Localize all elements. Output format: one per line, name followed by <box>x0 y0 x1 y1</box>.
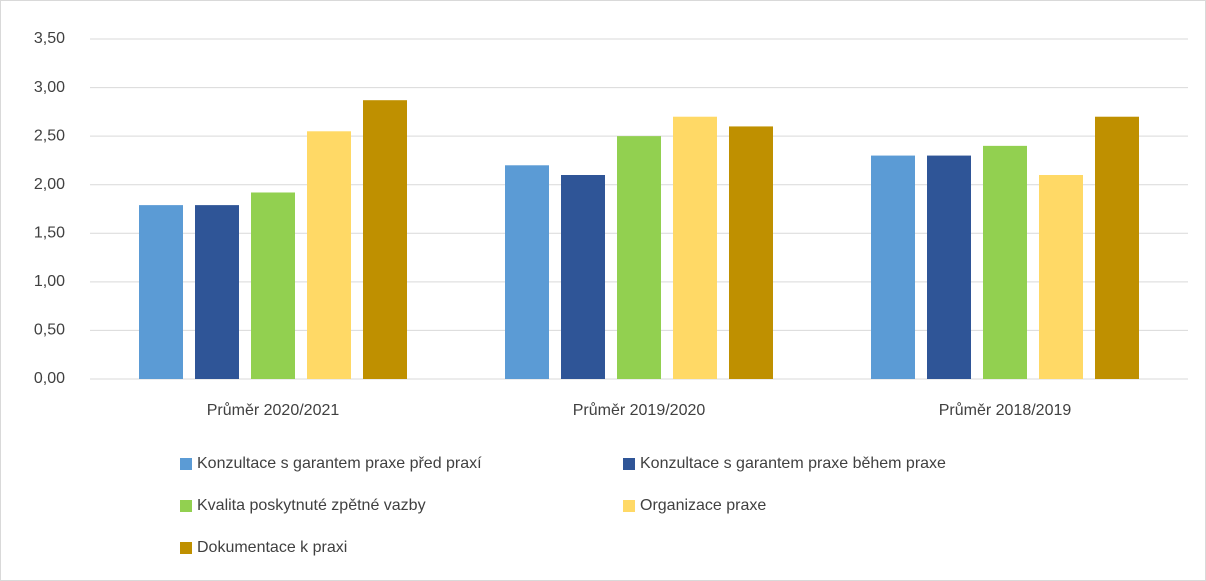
bar <box>195 205 239 379</box>
bar <box>617 136 661 379</box>
legend-swatch <box>180 458 192 470</box>
bar <box>307 131 351 379</box>
legend-label: Konzultace s garantem praxe během praxe <box>640 455 946 472</box>
x-tick-label: Průměr 2018/2019 <box>939 401 1072 419</box>
legend-label: Organizace praxe <box>640 497 766 514</box>
bar <box>983 145 1027 379</box>
legend-swatch <box>180 500 192 512</box>
bar <box>673 116 717 379</box>
bar <box>505 165 549 379</box>
legend-label: Dokumentace k praxi <box>197 539 347 556</box>
bar <box>729 126 773 379</box>
bar <box>1039 175 1083 379</box>
y-tick-label: 2,50 <box>34 127 65 144</box>
y-tick-label: 1,50 <box>34 225 65 242</box>
y-tick-label: 2,00 <box>34 176 65 193</box>
y-tick-label: 0,00 <box>34 370 65 387</box>
x-tick-label: Průměr 2019/2020 <box>573 401 706 419</box>
legend-label: Kvalita poskytnuté zpětné vazby <box>197 497 426 514</box>
legend-label: Konzultace s garantem praxe před praxí <box>197 455 482 472</box>
y-tick-label: 3,50 <box>34 30 65 47</box>
legend-swatch <box>623 500 635 512</box>
legend-swatch <box>180 542 192 554</box>
bar <box>871 155 915 379</box>
y-tick-label: 0,50 <box>34 322 65 339</box>
bar <box>139 205 183 379</box>
y-tick-label: 1,00 <box>34 273 65 290</box>
legend-swatch <box>623 458 635 470</box>
bar <box>363 100 407 379</box>
bar <box>1095 116 1139 379</box>
bar <box>251 192 295 379</box>
y-tick-label: 3,00 <box>34 79 65 96</box>
bar <box>927 155 971 379</box>
bar <box>561 175 605 379</box>
x-tick-label: Průměr 2020/2021 <box>207 401 340 419</box>
